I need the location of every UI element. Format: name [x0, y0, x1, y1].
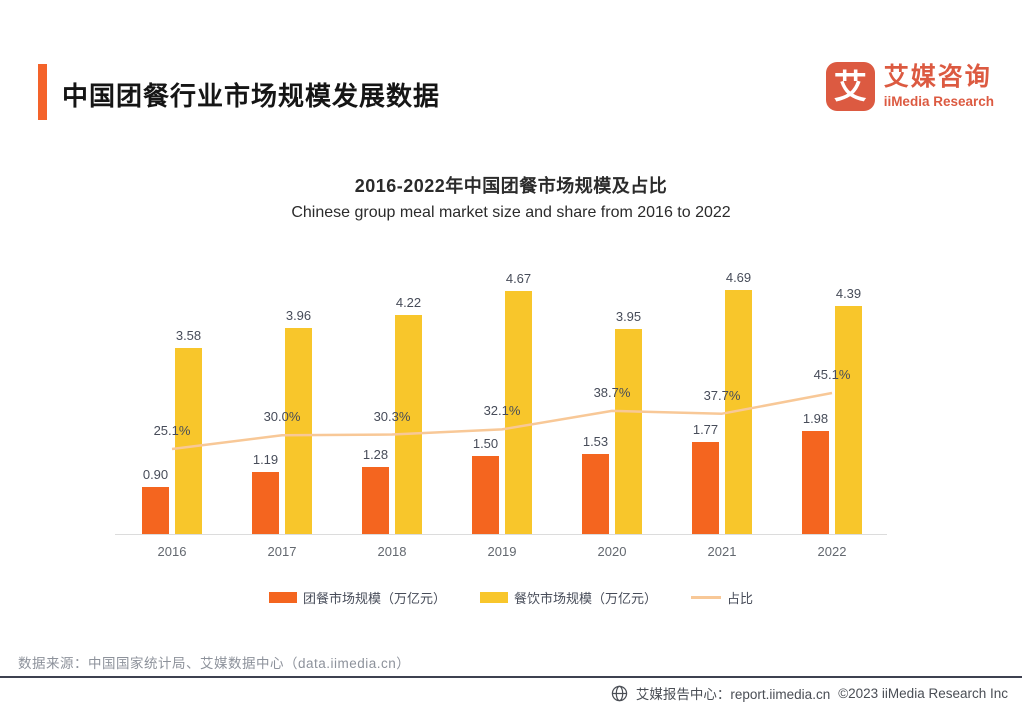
chart-plot: 0.90 3.58 25.1% 2016 1.19 3.96 30.0% 2017 1.28 4.…	[62, 254, 962, 569]
share-value-label: 45.1%	[813, 367, 851, 382]
chart-subtitle: Chinese group meal market size and share…	[291, 204, 731, 221]
page-title: 中国团餐行业市场规模发展数据	[62, 81, 441, 111]
x-axis-line	[115, 534, 887, 535]
x-axis-label: 2020	[597, 544, 627, 559]
group-meal-value-label: 1.50	[472, 436, 499, 451]
bar-catering	[175, 347, 202, 534]
catering-value-label: 3.58	[175, 327, 202, 343]
bar-catering	[835, 305, 862, 534]
bar-group-meal	[362, 467, 389, 534]
share-value-label: 25.1%	[153, 423, 191, 438]
group-meal-value-label: 1.28	[362, 447, 389, 463]
legend-item-catering: 餐饮市场规模（万亿元）	[479, 588, 657, 607]
iimedia-logo-icon: 艾	[825, 62, 875, 111]
bar-catering	[615, 328, 642, 534]
catering-value-label: 4.39	[835, 285, 862, 301]
group-meal-value-label: 1.19	[252, 452, 279, 468]
group-meal-value-label: 1.53	[582, 434, 609, 450]
share-value-label: 30.3%	[373, 408, 411, 424]
group-meal-value-label: 0.90	[142, 467, 169, 483]
bar-group-meal	[582, 454, 609, 534]
logo-text: 艾媒咨询 iiMedia Research	[884, 64, 994, 109]
share-value-label: 37.7%	[703, 387, 741, 403]
bar-group-meal	[472, 456, 499, 534]
x-axis-label: 2021	[707, 544, 737, 559]
catering-value-label: 4.22	[395, 294, 422, 310]
legend-swatch-catering	[479, 592, 508, 603]
logo-glyph: 艾	[833, 68, 867, 105]
data-source: 数据来源：中国国家统计局、艾媒数据中心（data.iimedia.cn）	[18, 656, 411, 671]
bar-group-meal	[692, 442, 719, 534]
share-value-label: 30.0%	[263, 409, 301, 425]
title-accent-bar	[38, 64, 47, 120]
bar-group-meal	[802, 431, 829, 534]
catering-value-label: 3.96	[285, 308, 312, 324]
logo-name-en: iiMedia Research	[883, 93, 994, 109]
legend-label-group-meal: 团餐市场规模（万亿元）	[302, 591, 446, 606]
catering-value-label: 3.95	[615, 308, 642, 324]
x-axis-label: 2018	[377, 544, 407, 559]
share-value-label: 38.7%	[593, 384, 631, 400]
chart-legend: 团餐市场规模（万亿元） 餐饮市场规模（万亿元） 占比	[0, 588, 1022, 607]
x-axis-label: 2022	[817, 544, 847, 559]
legend-label-catering: 餐饮市场规模（万亿元）	[513, 591, 657, 606]
legend-swatch-share-line	[691, 596, 721, 599]
globe-icon	[611, 685, 628, 702]
footer-divider	[0, 676, 1022, 678]
footer-bar: 艾媒报告中心：report.iimedia.cn ©2023 iiMedia R…	[611, 683, 1008, 703]
logo-name-cn: 艾媒咨询	[883, 63, 992, 92]
group-meal-value-label: 1.98	[802, 411, 829, 426]
chart-title: 2016-2022年中国团餐市场规模及占比	[354, 176, 668, 196]
x-axis-label: 2016	[157, 544, 187, 559]
legend-swatch-group-meal	[268, 592, 297, 603]
x-axis-label: 2017	[267, 544, 297, 559]
copyright-text: ©2023 iiMedia Research Inc	[838, 685, 1008, 701]
report-center-text: 艾媒报告中心：report.iimedia.cn	[635, 687, 831, 702]
bar-group-meal	[142, 487, 169, 534]
x-axis-label: 2019	[487, 544, 517, 559]
catering-value-label: 4.69	[725, 270, 752, 286]
share-value-label: 32.1%	[483, 403, 521, 419]
group-meal-value-label: 1.77	[692, 422, 719, 437]
legend-item-group-meal: 团餐市场规模（万亿元）	[268, 588, 446, 607]
iimedia-logo: 艾 艾媒咨询 iiMedia Research	[825, 62, 994, 111]
legend-item-share: 占比	[691, 588, 753, 607]
legend-label-share: 占比	[727, 591, 754, 606]
bar-catering	[285, 328, 312, 534]
catering-value-label: 4.67	[505, 271, 532, 287]
bar-group-meal	[252, 472, 279, 534]
bar-catering	[395, 314, 422, 534]
bar-catering	[725, 290, 752, 534]
